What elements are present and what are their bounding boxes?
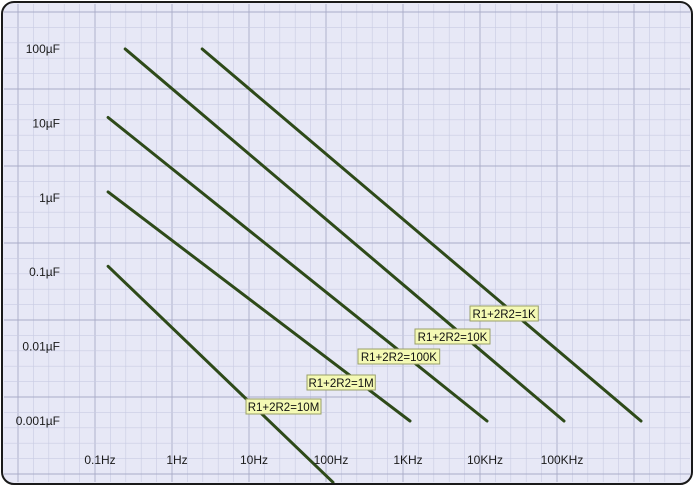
series-line-1 (200, 47, 643, 423)
series-label-text: R1+2R2=10K (418, 332, 488, 344)
y-tick-label: 1µF (39, 191, 60, 205)
series-label-text: R1+2R2=100K (361, 352, 437, 364)
grid-layer (4, 4, 690, 482)
series-line-5 (106, 264, 335, 484)
x-tick-label: 10Hz (240, 453, 268, 467)
x-tick-label: 1Hz (166, 453, 187, 467)
series-line-3 (106, 116, 489, 423)
x-tick-label: 100Hz (314, 453, 349, 467)
y-tick-label: 10µF (32, 116, 60, 130)
series-label-1: R1+2R2=1K (469, 305, 539, 322)
x-tick-label: 10KHz (467, 453, 503, 467)
series-label-2: R1+2R2=10K (414, 328, 491, 345)
x-tick-label: 1KHz (393, 453, 422, 467)
series-label-text: R1+2R2=1M (308, 378, 373, 390)
line-layer (106, 47, 643, 484)
x-tick-label: 100KHz (541, 453, 584, 467)
series-label-box (469, 305, 539, 322)
x-tick-label: 0.1Hz (84, 453, 115, 467)
series-label-3: R1+2R2=100K (357, 348, 441, 365)
y-tick-label: 100µF (26, 42, 60, 56)
series-line-2 (123, 47, 566, 423)
series-label-5: R1+2R2=10M (245, 398, 322, 415)
series-label-text: R1+2R2=10M (248, 402, 320, 414)
series-label-box (306, 374, 376, 391)
label-layer: R1+2R2=1K R1+2R2=10K R1+2R2=100K R1+2R2=1M R… (245, 305, 539, 415)
series-label-box (245, 398, 322, 415)
chart-border (1, 1, 693, 485)
tick-layer: 100µF 10µF 1µF 0.1µF 0.01µF 0.001µF 0.1Hz 1Hz 10… (16, 42, 584, 467)
series-label-box (414, 328, 491, 345)
series-label-box (357, 348, 441, 365)
series-label-4: R1+2R2=1M (306, 374, 376, 391)
y-tick-label: 0.001µF (16, 414, 60, 428)
series-label-text: R1+2R2=1K (472, 309, 536, 321)
y-tick-label: 0.01µF (22, 340, 60, 354)
y-tick-label: 0.1µF (29, 265, 60, 279)
